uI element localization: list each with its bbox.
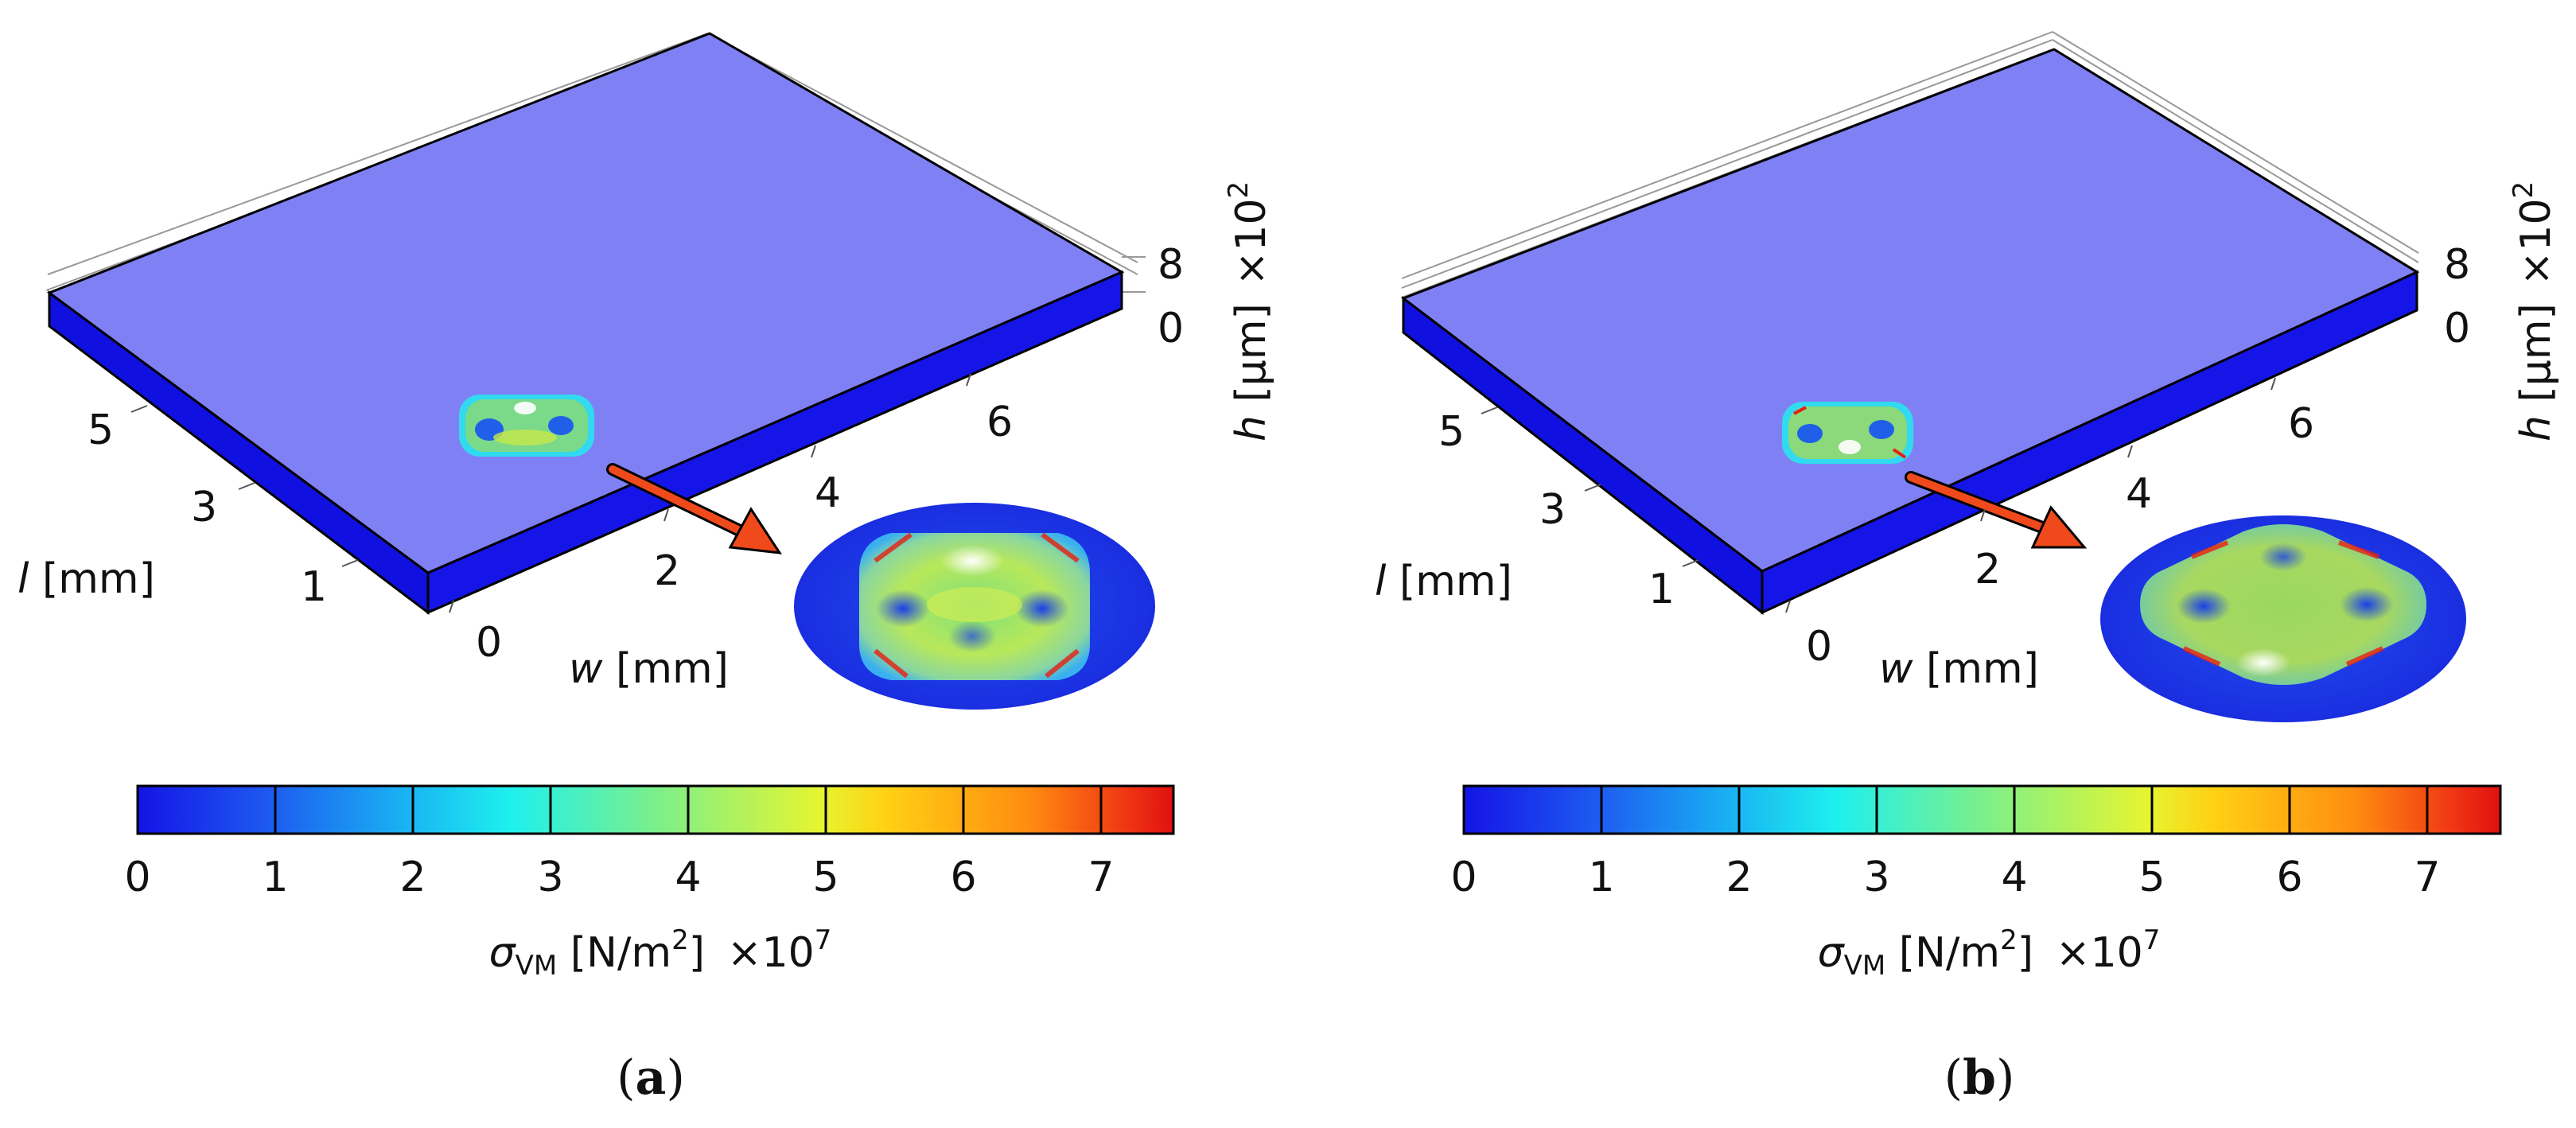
h-tick-0: 0	[1158, 305, 1184, 352]
h-tick-8: 8	[1158, 241, 1184, 289]
plate-top	[1400, 48, 2420, 573]
l-tick-1: 1	[301, 563, 327, 611]
w-tick-6: 6	[986, 399, 1013, 446]
w-axis: 0 2 4 6 w [mm]	[449, 373, 1013, 693]
colorbar-b: 0 1 2 3 4 5 6 7 σVM [N/m2] ×107	[1450, 784, 2502, 982]
cb-tick-3: 3	[1863, 854, 1889, 901]
l-tick-5: 5	[88, 406, 114, 454]
cb-tick-1: 1	[262, 854, 288, 901]
zoom-arrow	[606, 463, 783, 554]
w-tick-4: 4	[815, 469, 841, 517]
panel-a: 5 3 1 l [mm] 0 2 4 6 w [mm] 8 0 h [µm]×1…	[18, 32, 1275, 1106]
cb-tick-4: 4	[2001, 854, 2027, 901]
w-tick-0: 0	[476, 619, 502, 667]
w-tick-4: 4	[2126, 470, 2152, 518]
l-axis-label: l [mm]	[18, 555, 155, 603]
cb-tick-2: 2	[399, 854, 426, 901]
l-tick-3: 3	[191, 484, 217, 531]
colorbar-label: σVM [N/m2] ×107	[489, 924, 832, 982]
cb-tick-6: 6	[950, 854, 976, 901]
cb-tick-4: 4	[675, 854, 701, 901]
l-tick-5: 5	[1438, 408, 1465, 456]
zoomed-stress-disk	[2100, 515, 2466, 722]
cb-tick-0: 0	[1450, 854, 1477, 901]
w-tick-2: 2	[654, 547, 680, 595]
h-axis: 8 0 h [µm]×102	[1158, 181, 1275, 441]
l-tick-3: 3	[1539, 486, 1566, 534]
plate-top	[46, 32, 1125, 574]
colorbar-gradient	[1462, 784, 2502, 835]
w-axis-label: w [mm]	[569, 645, 729, 693]
zoom-arrow	[1905, 471, 2088, 549]
cb-tick-0: 0	[124, 854, 150, 901]
panel-label-a: (a)	[617, 1050, 685, 1106]
w-tick-0: 0	[1806, 623, 1832, 671]
colorbar-a: 0 1 2 3 4 5 6 7 σVM [N/m2] ×107	[124, 784, 1175, 982]
l-axis-label: l [mm]	[1375, 558, 1512, 605]
l-axis: 5 3 1 l [mm]	[18, 405, 359, 611]
colorbar-label: σVM [N/m2] ×107	[1818, 924, 2161, 982]
l-tick-1: 1	[1648, 566, 1675, 613]
w-axis-label: w [mm]	[1879, 645, 2039, 693]
cb-tick-3: 3	[537, 854, 563, 901]
cb-tick-6: 6	[2276, 854, 2302, 901]
colorbar-tick-labels: 0 1 2 3 4 5 6 7	[124, 854, 1114, 901]
cb-tick-1: 1	[1588, 854, 1614, 901]
cb-tick-2: 2	[1726, 854, 1752, 901]
h-axis-label: h [µm]×102	[1223, 181, 1275, 441]
h-tick-8: 8	[2444, 241, 2470, 289]
w-axis: 0 2 4 6 w [mm]	[1785, 377, 2314, 693]
cb-tick-5: 5	[812, 854, 839, 901]
cb-tick-7: 7	[2414, 854, 2440, 901]
colorbar-tick-labels: 0 1 2 3 4 5 6 7	[1450, 854, 2440, 901]
h-axis-label: h [µm]×102	[2508, 181, 2560, 441]
stress-patch	[1782, 402, 1913, 464]
h-tick-0: 0	[2444, 305, 2470, 352]
panel-label-b: (b)	[1944, 1050, 2015, 1106]
colorbar-ticks	[1600, 786, 2429, 834]
zoomed-stress-disk	[794, 503, 1155, 710]
panel-b: 5 3 1 l [mm] 0 2 4 6 w [mm] 8 0 h [µm]×1…	[1375, 31, 2560, 1106]
w-tick-6: 6	[2288, 400, 2314, 448]
colorbar-ticks	[274, 786, 1103, 834]
colorbar-gradient	[136, 784, 1175, 835]
w-tick-2: 2	[1975, 546, 2001, 593]
h-axis: 8 0 h [µm]×102	[2444, 181, 2560, 441]
stress-patch	[459, 395, 594, 457]
cb-tick-5: 5	[2138, 854, 2165, 901]
l-axis: 5 3 1 l [mm]	[1375, 406, 1699, 613]
cb-tick-7: 7	[1088, 854, 1114, 901]
